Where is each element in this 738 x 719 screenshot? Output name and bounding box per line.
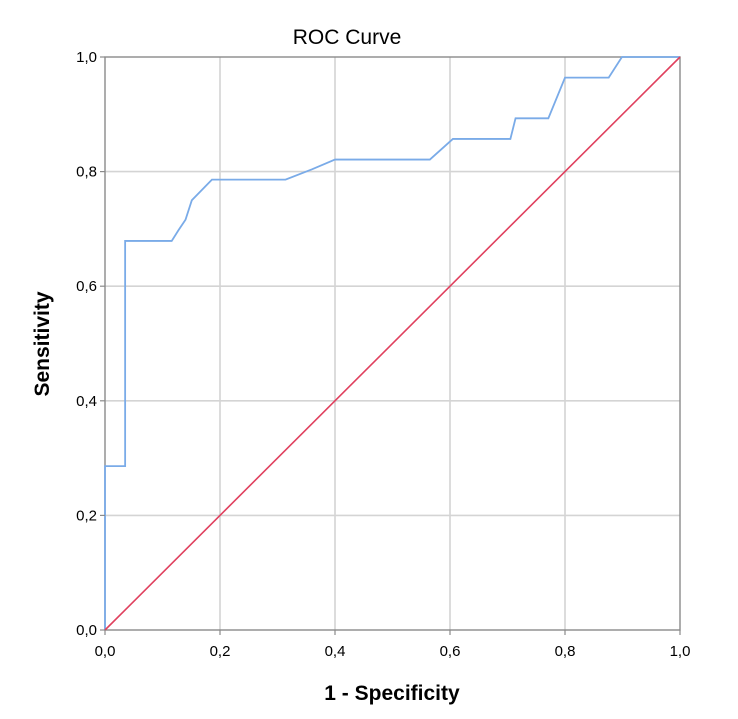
x-tick-label: 0,4 xyxy=(325,643,346,660)
y-axis-label: Sensitivity xyxy=(31,291,54,396)
x-tick-label: 0,6 xyxy=(440,643,461,660)
x-tick-label: 0,2 xyxy=(210,643,231,660)
y-tick-label: 0,4 xyxy=(76,393,97,410)
y-tick-label: 0,2 xyxy=(76,507,97,524)
x-tick-label: 1,0 xyxy=(670,643,691,660)
x-axis-label: 1 - Specificity xyxy=(324,682,460,705)
series-group xyxy=(104,56,681,631)
chart-title: ROC Curve xyxy=(293,26,402,49)
grid xyxy=(105,57,680,630)
x-tick-label: 0,0 xyxy=(95,643,116,660)
y-tick-label: 0,6 xyxy=(76,278,97,295)
y-tick-label: 0,0 xyxy=(76,622,97,639)
y-tick-label: 1,0 xyxy=(76,49,97,66)
x-axis-ticks: 0,0 0,2 0,4 0,6 0,8 1,0 xyxy=(95,630,691,660)
roc-curve-line xyxy=(104,56,680,630)
y-tick-label: 0,8 xyxy=(76,164,97,181)
plot-frame xyxy=(104,56,681,631)
reference-diagonal-line xyxy=(104,56,681,631)
y-axis-ticks: 0,0 0,2 0,4 0,6 0,8 1,0 xyxy=(76,49,105,639)
x-tick-label: 0,8 xyxy=(555,643,576,660)
